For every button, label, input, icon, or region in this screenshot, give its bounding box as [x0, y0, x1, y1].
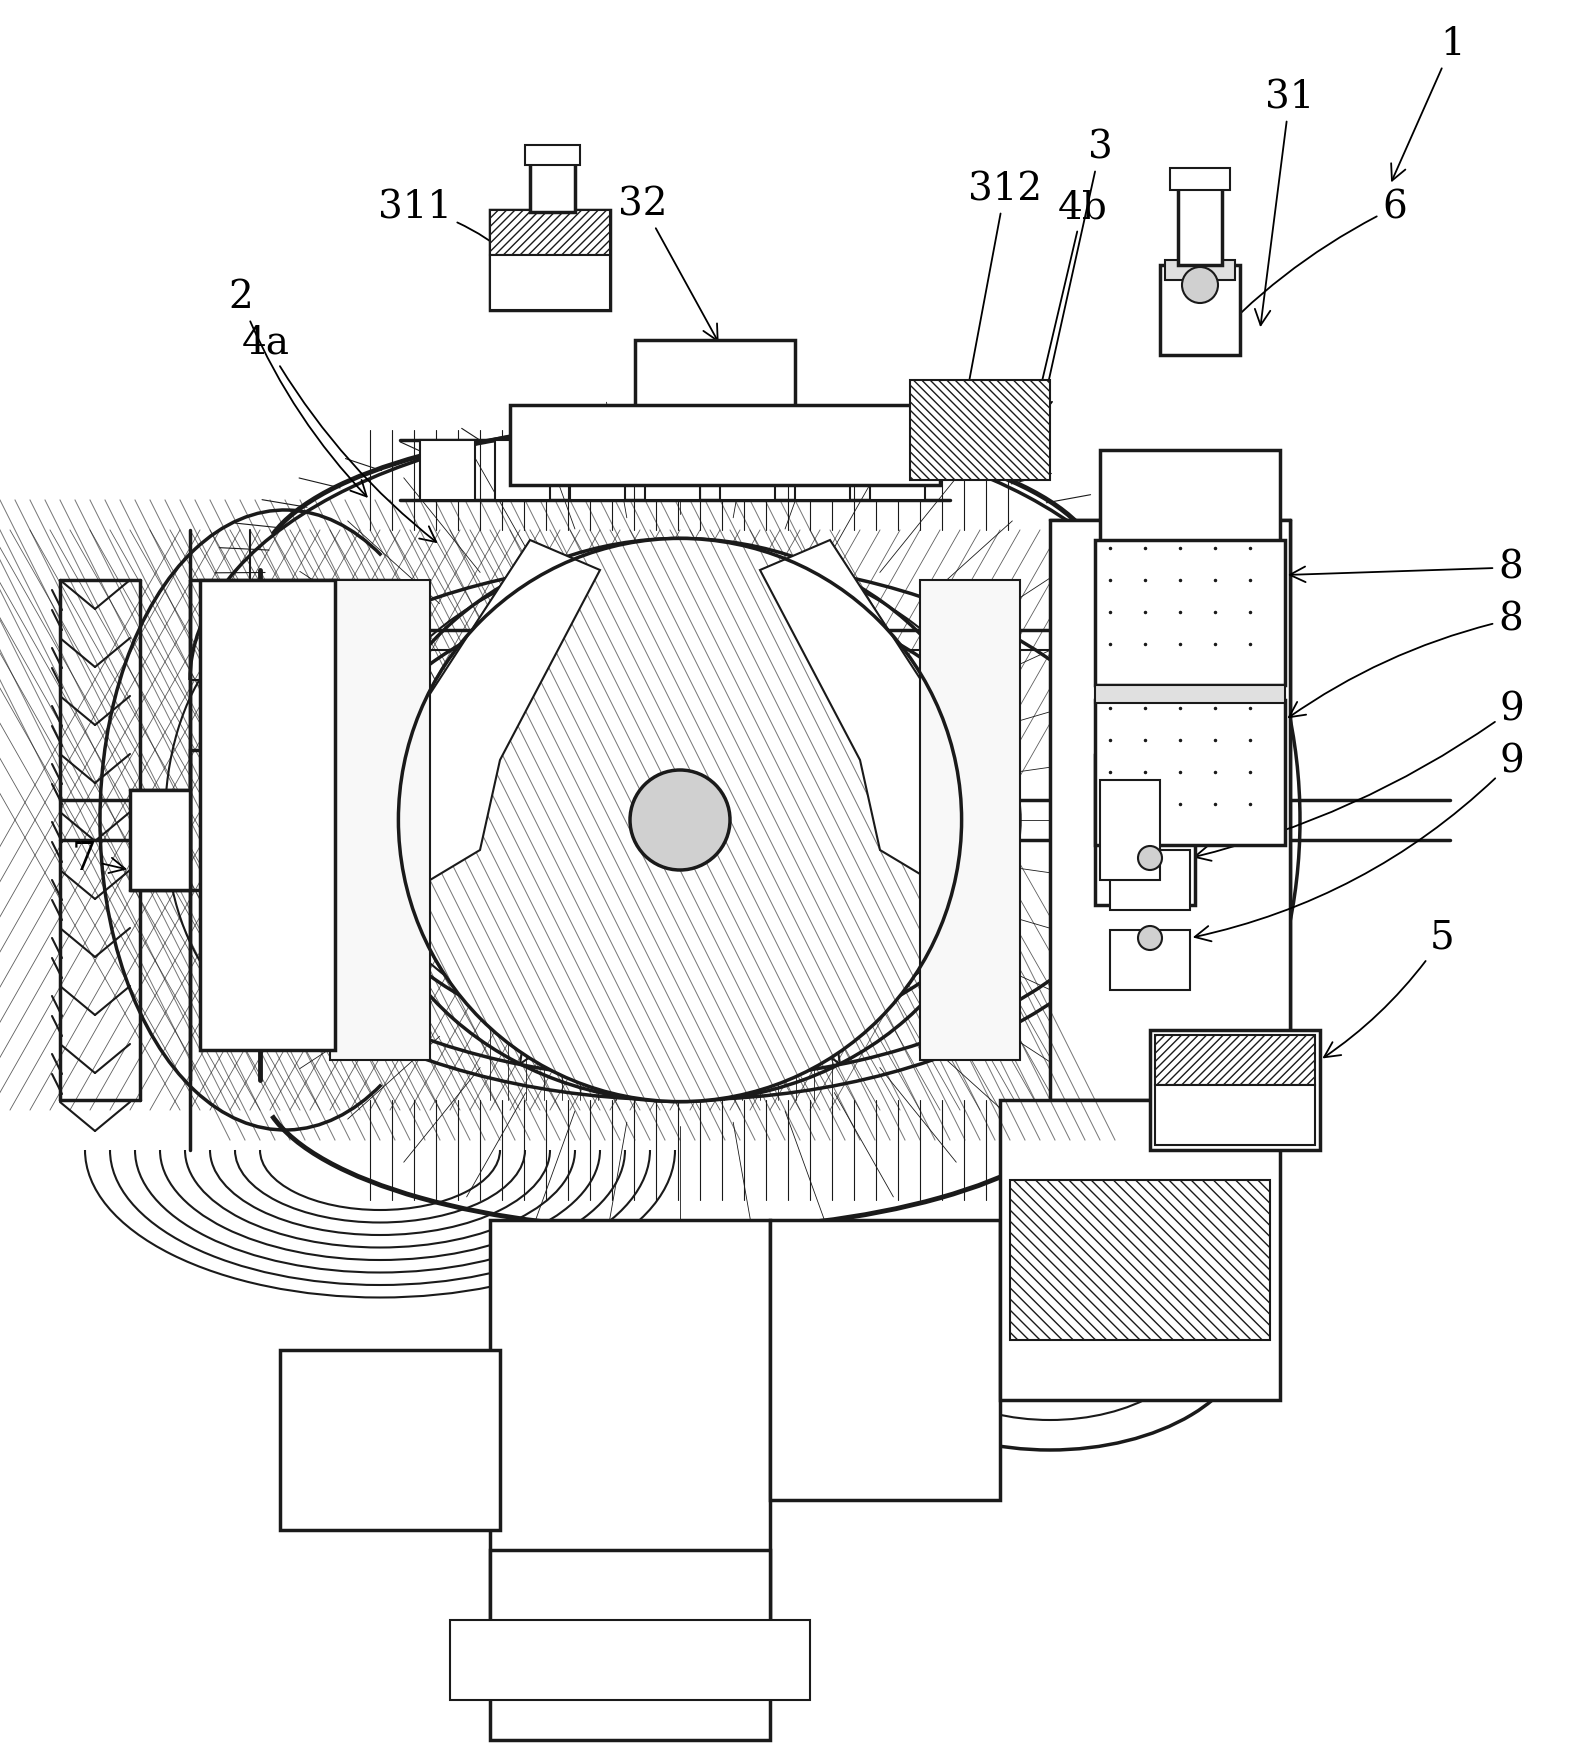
Bar	[1095, 540, 1285, 685]
Text: 5: 5	[1325, 919, 1455, 1057]
Bar	[1100, 451, 1280, 570]
Text: 8: 8	[1290, 601, 1524, 718]
Bar	[490, 1219, 771, 1740]
Bar	[720, 440, 775, 500]
Bar	[1156, 1085, 1315, 1144]
Bar	[1100, 779, 1161, 880]
Circle shape	[1113, 788, 1176, 853]
Bar	[1095, 755, 1196, 905]
Circle shape	[220, 788, 283, 853]
Bar	[1165, 260, 1235, 280]
Bar	[490, 1550, 771, 1649]
Bar	[280, 1350, 500, 1530]
Bar	[1000, 1101, 1280, 1399]
Polygon shape	[759, 540, 960, 880]
Bar	[1121, 749, 1210, 889]
Bar	[1009, 1179, 1270, 1340]
Text: 9: 9	[1194, 742, 1525, 942]
Bar	[1051, 521, 1290, 1101]
Bar	[420, 440, 474, 500]
Text: 2: 2	[228, 280, 366, 496]
Circle shape	[398, 538, 962, 1102]
Bar	[509, 405, 939, 486]
Bar	[635, 341, 794, 430]
Bar	[1170, 168, 1231, 190]
Text: 312: 312	[957, 171, 1043, 425]
Bar	[525, 145, 579, 164]
Bar	[1110, 929, 1189, 991]
Bar	[189, 749, 280, 889]
Bar	[330, 580, 430, 1060]
Text: 4b: 4b	[1017, 189, 1108, 470]
Polygon shape	[400, 540, 600, 880]
Circle shape	[1138, 846, 1162, 870]
Circle shape	[1138, 926, 1162, 950]
Text: 31: 31	[1254, 79, 1315, 325]
Bar	[490, 210, 610, 309]
Bar	[131, 790, 189, 889]
Text: 7: 7	[72, 840, 126, 879]
Text: 311: 311	[377, 189, 552, 306]
Text: 32: 32	[618, 185, 718, 341]
Bar	[495, 440, 549, 500]
Circle shape	[1127, 802, 1164, 839]
Bar	[201, 580, 334, 1050]
Text: 3: 3	[1036, 129, 1113, 416]
Bar	[645, 440, 700, 500]
Bar	[570, 440, 626, 500]
Text: 6: 6	[1204, 189, 1407, 351]
Bar	[771, 1219, 1000, 1501]
Bar	[911, 381, 1051, 480]
Circle shape	[630, 770, 731, 870]
Circle shape	[1181, 267, 1218, 302]
Bar	[1110, 851, 1189, 910]
Bar	[1156, 1034, 1315, 1085]
Bar	[1149, 1031, 1320, 1150]
Text: 9: 9	[1194, 692, 1525, 861]
Text: 4a: 4a	[242, 323, 436, 542]
Bar	[530, 150, 575, 211]
Bar	[451, 1619, 810, 1700]
Bar	[1178, 185, 1223, 266]
Bar	[1161, 266, 1240, 355]
Bar	[490, 210, 610, 255]
Bar	[920, 580, 1020, 1060]
Bar	[490, 255, 610, 309]
Bar	[1095, 685, 1285, 702]
Text: 1: 1	[1391, 26, 1465, 180]
Bar	[794, 440, 850, 500]
Bar	[1095, 701, 1285, 846]
Text: 8: 8	[1290, 549, 1524, 585]
Circle shape	[234, 802, 271, 839]
Bar	[869, 440, 925, 500]
